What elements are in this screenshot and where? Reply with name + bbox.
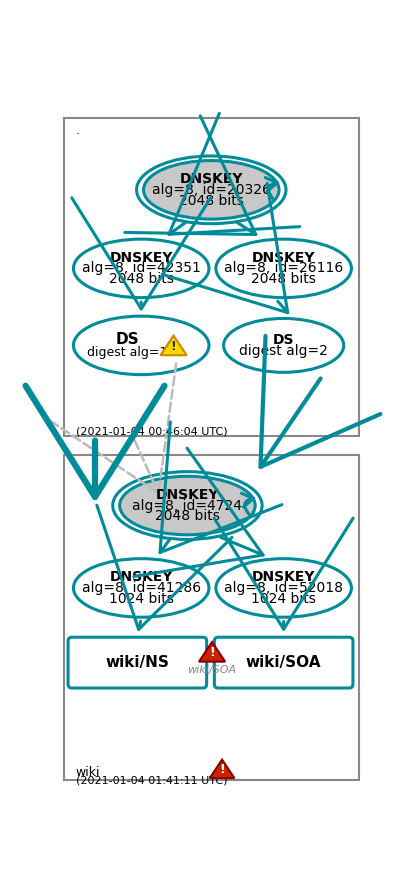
Text: wiki/SOA: wiki/SOA bbox=[188, 665, 237, 676]
Text: 1024 bits: 1024 bits bbox=[251, 592, 316, 605]
Text: DNSKEY: DNSKEY bbox=[252, 251, 316, 265]
Text: alg=8, id=42351: alg=8, id=42351 bbox=[82, 261, 201, 276]
Polygon shape bbox=[161, 335, 187, 356]
Ellipse shape bbox=[223, 318, 344, 372]
Polygon shape bbox=[199, 642, 225, 661]
Text: alg=8, id=52018: alg=8, id=52018 bbox=[224, 581, 343, 595]
Bar bbox=[64, 118, 359, 436]
Text: alg=8, id=20326: alg=8, id=20326 bbox=[152, 183, 271, 196]
Ellipse shape bbox=[74, 316, 209, 374]
FancyArrowPatch shape bbox=[242, 493, 254, 515]
Text: 2048 bits: 2048 bits bbox=[179, 194, 244, 208]
Text: !: ! bbox=[171, 340, 176, 353]
Text: DNSKEY: DNSKEY bbox=[252, 570, 316, 584]
Ellipse shape bbox=[216, 239, 351, 298]
FancyBboxPatch shape bbox=[68, 637, 206, 688]
Text: alg=8, id=26116: alg=8, id=26116 bbox=[224, 261, 343, 276]
Ellipse shape bbox=[74, 558, 209, 617]
Text: alg=8, id=4724: alg=8, id=4724 bbox=[133, 499, 242, 513]
Text: wiki/NS: wiki/NS bbox=[105, 655, 169, 670]
FancyArrowPatch shape bbox=[265, 178, 277, 199]
Text: 2048 bits: 2048 bits bbox=[251, 272, 316, 286]
Text: 1024 bits: 1024 bits bbox=[109, 592, 173, 605]
Text: digest alg=2: digest alg=2 bbox=[239, 344, 328, 357]
Ellipse shape bbox=[216, 558, 351, 617]
Text: !: ! bbox=[209, 646, 215, 659]
Ellipse shape bbox=[120, 477, 255, 535]
Text: wiki/SOA: wiki/SOA bbox=[246, 655, 321, 670]
Text: 2048 bits: 2048 bits bbox=[109, 272, 173, 286]
Text: DNSKEY: DNSKEY bbox=[109, 570, 173, 584]
Ellipse shape bbox=[144, 161, 279, 219]
Text: wiki: wiki bbox=[76, 765, 100, 779]
Text: alg=8, id=41286: alg=8, id=41286 bbox=[82, 581, 201, 595]
Text: (2021-01-04 00:46:04 UTC): (2021-01-04 00:46:04 UTC) bbox=[76, 426, 228, 436]
Text: (2021-01-04 01:41:11 UTC): (2021-01-04 01:41:11 UTC) bbox=[76, 776, 227, 786]
Text: DNSKEY: DNSKEY bbox=[180, 172, 243, 186]
Text: 2048 bits: 2048 bits bbox=[155, 509, 220, 524]
Text: DNSKEY: DNSKEY bbox=[156, 488, 219, 501]
Bar bbox=[64, 455, 359, 780]
Ellipse shape bbox=[74, 239, 209, 298]
Text: digest alg=1: digest alg=1 bbox=[87, 346, 168, 359]
Text: DS: DS bbox=[273, 333, 294, 347]
Polygon shape bbox=[210, 759, 235, 778]
Text: DS: DS bbox=[116, 332, 139, 348]
Text: DNSKEY: DNSKEY bbox=[109, 251, 173, 265]
Text: !: ! bbox=[219, 763, 225, 776]
FancyBboxPatch shape bbox=[214, 637, 353, 688]
Text: .: . bbox=[76, 124, 80, 137]
